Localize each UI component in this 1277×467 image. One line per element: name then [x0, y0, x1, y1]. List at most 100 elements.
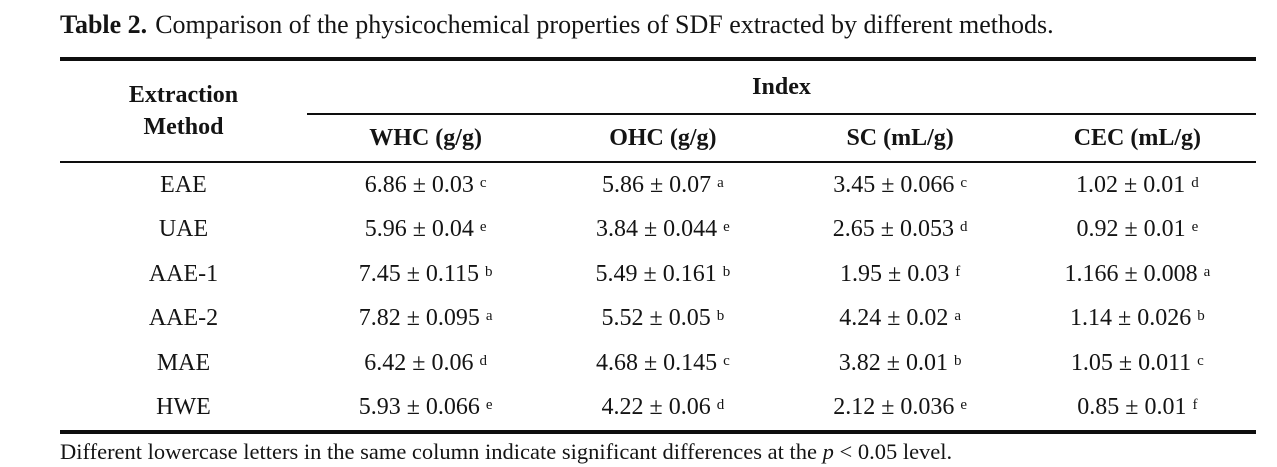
table-bottom-rule [60, 430, 1256, 434]
column-headers: WHC (g/g) OHC (g/g) SC (mL/g) CEC (mL/g) [307, 115, 1256, 161]
significance-letter: b [485, 263, 493, 280]
corner-header-extraction-method: Extraction Method [60, 61, 307, 161]
cell-value: 3.84 ± 0.044 [595, 216, 718, 243]
title-text: Comparison of the physicochemical proper… [155, 10, 1054, 39]
ohc-cell: 4.68 ± 0.145 c [544, 341, 781, 386]
cell-value: 4.22 ± 0.06 [601, 394, 711, 421]
method-cell: AAE-1 [148, 260, 219, 287]
significance-letter: a [954, 308, 962, 325]
significance-letter: f [955, 263, 961, 280]
significance-letter: c [960, 174, 968, 191]
method-cell: EAE [160, 171, 207, 198]
cell-value: 7.45 ± 0.115 [358, 260, 480, 287]
cec-cell: 0.85 ± 0.01 f [1019, 386, 1256, 431]
significance-letter: d [959, 219, 968, 236]
cell-value: 5.96 ± 0.04 [364, 216, 474, 243]
sc-cell: 4.24 ± 0.02 a [782, 297, 1019, 342]
cell-value: 1.02 ± 0.01 [1076, 171, 1186, 198]
sc-cell: 3.45 ± 0.066 c [782, 163, 1019, 208]
data-table: Extraction Method Index WHC (g/g) OHC (g… [60, 57, 1256, 465]
cec-cell: 1.02 ± 0.01 d [1019, 163, 1256, 208]
header-body-rule [60, 161, 1256, 163]
ohc-cell: 5.86 ± 0.07 a [544, 163, 781, 208]
index-group-header: Index [307, 61, 1256, 115]
table-footnote: Different lowercase letters in the same … [60, 438, 1256, 465]
significance-letter: e [960, 397, 968, 414]
table-top-rule [60, 57, 1256, 61]
significance-letter: f [1192, 397, 1198, 414]
cell-value: 5.93 ± 0.066 [358, 394, 480, 421]
whc-cell: 7.45 ± 0.115 b [307, 252, 544, 297]
table-header: Extraction Method Index WHC (g/g) OHC (g… [60, 61, 1256, 161]
cell-value: 4.68 ± 0.145 [595, 349, 718, 376]
sc-cell: 3.82 ± 0.01 b [782, 341, 1019, 386]
cell-value: 1.05 ± 0.011 [1070, 349, 1192, 376]
significance-letter: d [1191, 174, 1199, 191]
significance-letter: b [722, 263, 731, 280]
significance-letter: b [953, 352, 962, 369]
cec-cell: 0.92 ± 0.01 e [1019, 208, 1256, 253]
whc-cell: 7.82 ± 0.095 a [307, 297, 544, 342]
table-row: EAE 6.86 ± 0.03 c 5.86 ± 0.07 a 3.45 ± 0.0… [60, 163, 1256, 208]
sc-cell: 1.95 ± 0.03 f [782, 252, 1019, 297]
significance-letter: b [1197, 308, 1205, 325]
table-row: AAE-1 7.45 ± 0.115 b 5.49 ± 0.161 b 1.95 ±… [60, 252, 1256, 297]
table-row: UAE 5.96 ± 0.04 e 3.84 ± 0.044 e 2.65 ± 0.… [60, 208, 1256, 253]
table-row: AAE-2 7.82 ± 0.095 a 5.52 ± 0.05 b 4.24 ± … [60, 297, 1256, 342]
index-label: Index [752, 73, 811, 100]
cell-value: 7.82 ± 0.095 [358, 305, 480, 332]
cell-value: 2.65 ± 0.053 [832, 216, 954, 243]
method-cell: HWE [156, 394, 211, 421]
index-group: Index WHC (g/g) OHC (g/g) SC (mL/g) CEC … [307, 61, 1256, 161]
significance-letter: c [1197, 352, 1204, 369]
whc-cell: 6.42 ± 0.06 d [307, 341, 544, 386]
significance-letter: a [485, 308, 493, 325]
column-header-cec: CEC (mL/g) [1073, 124, 1202, 151]
method-cell: MAE [156, 349, 211, 376]
cell-value: 3.82 ± 0.01 [838, 349, 948, 376]
cell-value: 2.12 ± 0.036 [833, 394, 955, 421]
significance-letter: b [716, 308, 725, 325]
whc-cell: 6.86 ± 0.03 c [307, 163, 544, 208]
cell-value: 3.45 ± 0.066 [833, 171, 955, 198]
whc-cell: 5.93 ± 0.066 e [307, 386, 544, 431]
significance-letter: a [717, 174, 724, 191]
cell-value: 1.14 ± 0.026 [1070, 305, 1192, 332]
significance-letter: c [723, 352, 730, 369]
method-cell: UAE [158, 216, 209, 243]
footnote-italic-p: p [822, 439, 834, 464]
cell-value: 1.95 ± 0.03 [840, 260, 950, 287]
cell-value: 1.166 ± 0.008 [1064, 260, 1198, 287]
column-header-sc: SC (mL/g) [846, 124, 954, 151]
title-label: Table 2. [60, 10, 148, 39]
significance-letter: a [1203, 263, 1211, 280]
significance-letter: d [716, 397, 725, 414]
ohc-cell: 5.49 ± 0.161 b [544, 252, 781, 297]
table-body: EAE 6.86 ± 0.03 c 5.86 ± 0.07 a 3.45 ± 0.0… [60, 163, 1256, 430]
significance-letter: e [479, 219, 487, 236]
column-header-whc: WHC (g/g) [369, 124, 482, 151]
ohc-cell: 5.52 ± 0.05 b [544, 297, 781, 342]
cec-cell: 1.14 ± 0.026 b [1019, 297, 1256, 342]
significance-letter: e [485, 397, 493, 414]
table-row: MAE 6.42 ± 0.06 d 4.68 ± 0.145 c 3.82 ± 0.… [60, 341, 1256, 386]
cell-value: 0.92 ± 0.01 [1076, 216, 1186, 243]
cec-cell: 1.166 ± 0.008 a [1019, 252, 1256, 297]
whc-cell: 5.96 ± 0.04 e [307, 208, 544, 253]
ohc-cell: 3.84 ± 0.044 e [544, 208, 781, 253]
cell-value: 6.42 ± 0.06 [364, 349, 474, 376]
cell-value: 5.86 ± 0.07 [601, 171, 712, 198]
ohc-cell: 4.22 ± 0.06 d [544, 386, 781, 431]
table-row: HWE 5.93 ± 0.066 e 4.22 ± 0.06 d 2.12 ± 0.… [60, 386, 1256, 431]
cell-value: 0.85 ± 0.01 [1077, 394, 1187, 421]
significance-letter: c [479, 174, 487, 191]
sc-cell: 2.12 ± 0.036 e [782, 386, 1019, 431]
sc-cell: 2.65 ± 0.053 d [782, 208, 1019, 253]
table-title: Table 2. Comparison of the physicochemica… [60, 9, 1054, 41]
cell-value: 6.86 ± 0.03 [364, 171, 474, 198]
significance-letter: e [723, 219, 730, 236]
significance-letter: d [479, 352, 487, 369]
column-header-ohc: OHC (g/g) [609, 124, 717, 151]
cell-value: 4.24 ± 0.02 [839, 305, 949, 332]
